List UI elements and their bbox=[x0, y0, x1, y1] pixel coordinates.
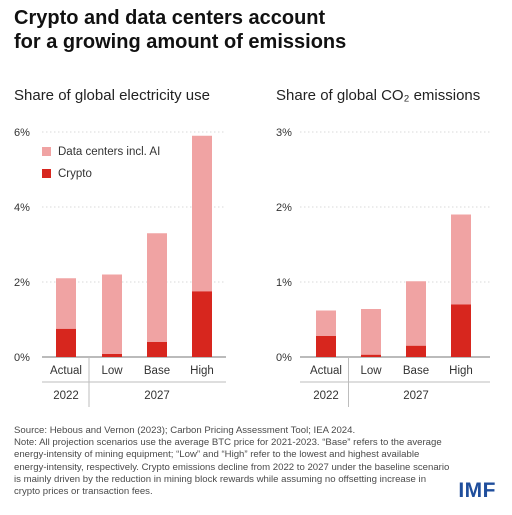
bar-datacenters-2-high bbox=[451, 214, 471, 305]
bar-datacenters-2-low bbox=[361, 309, 381, 355]
group-label-2-2027: 2027 bbox=[403, 390, 429, 402]
x-tick-label-1-base: Base bbox=[144, 365, 170, 377]
x-tick-label-2-high: High bbox=[449, 365, 473, 377]
bar-datacenters-1-high bbox=[192, 135, 212, 292]
legend-swatch-crypto bbox=[42, 169, 51, 178]
bar-crypto-1-high bbox=[192, 291, 212, 357]
title-line-1: Crypto and data centers account bbox=[14, 7, 326, 29]
bar-datacenters-2-actual bbox=[316, 310, 336, 336]
y-tick-label-1-0: 0% bbox=[14, 352, 30, 364]
x-tick-label-1-high: High bbox=[190, 365, 214, 377]
y-tick-label-1-2: 4% bbox=[14, 202, 30, 214]
bar-crypto-2-base bbox=[406, 345, 426, 357]
x-tick-label-2-actual: Actual bbox=[310, 365, 342, 377]
bar-crypto-1-actual bbox=[56, 328, 76, 357]
x-tick-label-2-low: Low bbox=[360, 365, 382, 377]
y-tick-label-2-3: 3% bbox=[276, 127, 292, 139]
y-tick-label-2-1: 1% bbox=[276, 277, 292, 289]
charts-canvas: Share of global electricity use 0% 2% 4% 6% A… bbox=[14, 87, 490, 407]
bar-datacenters-1-actual bbox=[56, 278, 76, 329]
bar-crypto-2-actual bbox=[316, 336, 336, 357]
group-label-1-2022: 2022 bbox=[53, 390, 79, 402]
bar-datacenters-2-base bbox=[406, 281, 426, 346]
note-text: Note: All projection scenarios use the a… bbox=[14, 437, 450, 498]
chart-main-title: Crypto and data centers account for a gr… bbox=[14, 6, 494, 54]
bar-crypto-1-base bbox=[147, 342, 167, 357]
group-label-2-2022: 2022 bbox=[313, 390, 339, 402]
group-label-1-2027: 2027 bbox=[144, 390, 170, 402]
legend-label-datacenters: Data centers incl. AI bbox=[58, 146, 160, 158]
y-tick-label-2-0: 0% bbox=[276, 352, 292, 364]
legend-label-crypto: Crypto bbox=[58, 168, 92, 180]
subplot-title-1: Share of global electricity use bbox=[14, 87, 210, 104]
y-tick-label-1-3: 6% bbox=[14, 127, 30, 139]
source-line: Source: Hebous and Vernon (2023); Carbon… bbox=[14, 425, 356, 436]
x-tick-label-1-low: Low bbox=[101, 365, 123, 377]
bar-crypto-1-low bbox=[102, 354, 122, 357]
y-tick-label-2-2: 2% bbox=[276, 202, 292, 214]
bar-crypto-2-low bbox=[361, 354, 381, 357]
x-tick-label-1-actual: Actual bbox=[50, 365, 82, 377]
x-tick-label-2-base: Base bbox=[403, 365, 429, 377]
legend-swatch-datacenters bbox=[42, 147, 51, 156]
y-tick-label-1-1: 2% bbox=[14, 277, 30, 289]
title-line-2: for a growing amount of emissions bbox=[14, 31, 347, 53]
bar-datacenters-1-low bbox=[102, 274, 122, 354]
imf-logo: IMF bbox=[458, 479, 496, 502]
bar-crypto-2-high bbox=[451, 304, 471, 357]
source-notes: Source: Hebous and Vernon (2023); Carbon… bbox=[14, 425, 454, 498]
bar-datacenters-1-base bbox=[147, 233, 167, 342]
subplot-title-2: Share of global CO₂ emissions bbox=[276, 87, 480, 104]
